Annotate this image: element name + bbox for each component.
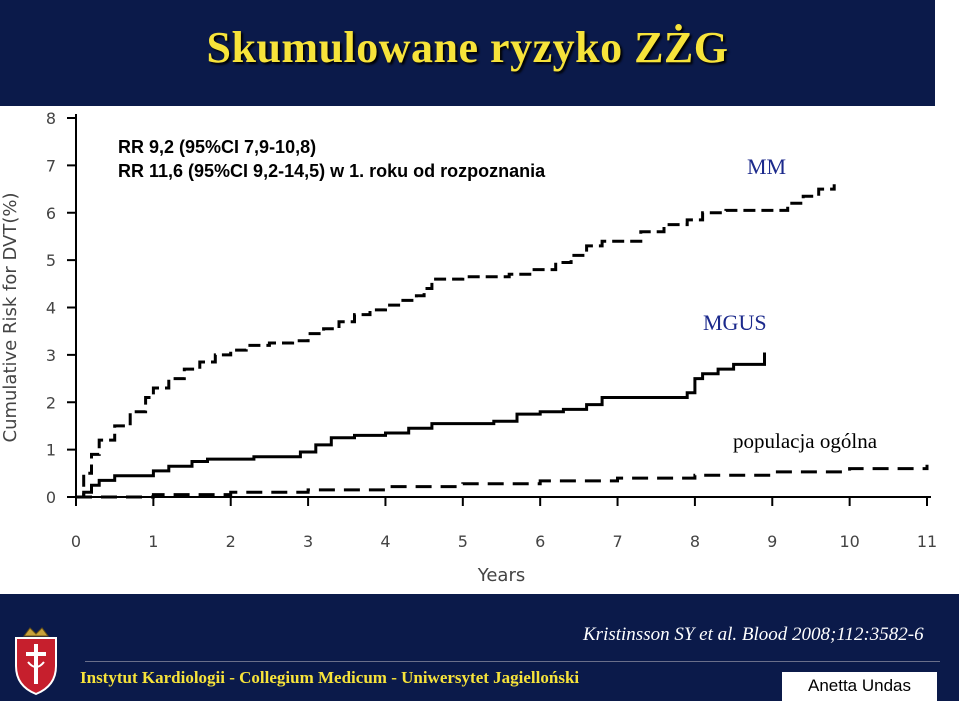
axes	[75, 114, 931, 498]
y-tick-label: 8	[46, 109, 56, 128]
y-tick-label: 6	[46, 204, 56, 223]
institute-logo-icon	[15, 627, 57, 696]
title-band	[0, 0, 935, 106]
y-axis-title: Cumulative Risk for DVT(%)	[0, 193, 21, 443]
x-tick-label: 2	[226, 532, 236, 551]
x-axis-title: Years	[477, 565, 526, 586]
citation: Kristinsson SY et al. Blood 2008;112:358…	[583, 624, 924, 645]
x-tick-label: 11	[917, 532, 937, 551]
slide-title: Skumulowane ryzyko ZŻG	[206, 23, 729, 72]
x-tick-label: 5	[458, 532, 468, 551]
x-tick-label: 8	[690, 532, 700, 551]
series-label-mm: MM	[747, 154, 787, 179]
series-line-0	[76, 184, 836, 499]
x-tick-label: 7	[612, 532, 622, 551]
series-line-1	[76, 352, 766, 499]
y-tick-label: 2	[46, 393, 56, 412]
rr-note-1: RR 9,2 (95%CI 7,9-10,8)	[118, 137, 317, 157]
cumulative-risk-chart: 0 1 2 3 4 5 6 7 8 0 1 2 3 4 5 6 7 8 9 10 11 Cumulative Risk …	[0, 109, 937, 586]
x-tick-label: 6	[535, 532, 545, 551]
series	[76, 184, 929, 499]
y-tick-label: 3	[46, 346, 56, 365]
x-tick-label: 10	[839, 532, 859, 551]
series-label-mgus: MGUS	[703, 310, 767, 335]
right-margin	[935, 0, 959, 600]
x-tick-label: 9	[767, 532, 777, 551]
x-tick-label: 0	[71, 532, 81, 551]
author-box: Anetta Undas	[782, 672, 937, 701]
author-name: Anetta Undas	[807, 676, 911, 695]
y-tick-label: 0	[46, 488, 56, 507]
chart-area: 0 1 2 3 4 5 6 7 8 0 1 2 3 4 5 6 7 8 9 10 11 Cumulative Risk …	[0, 106, 959, 594]
y-tick-label: 5	[46, 251, 56, 270]
y-tick-label: 7	[46, 156, 56, 175]
ticks: 0 1 2 3 4 5 6 7 8 0 1 2 3 4 5 6 7 8 9 10 11	[46, 109, 937, 551]
series-label-general-population: populacja ogólna	[733, 429, 878, 453]
institute-name: Instytut Kardiologii - Collegium Medicum…	[80, 668, 580, 687]
series-line-2	[76, 464, 929, 499]
rr-note-2: RR 11,6 (95%CI 9,2-14,5) w 1. roku od ro…	[118, 161, 546, 181]
y-tick-label: 4	[46, 299, 56, 318]
x-tick-label: 4	[380, 532, 390, 551]
y-tick-label: 1	[46, 441, 56, 460]
x-tick-label: 3	[303, 532, 313, 551]
footer-divider	[85, 661, 940, 662]
x-tick-label: 1	[148, 532, 158, 551]
